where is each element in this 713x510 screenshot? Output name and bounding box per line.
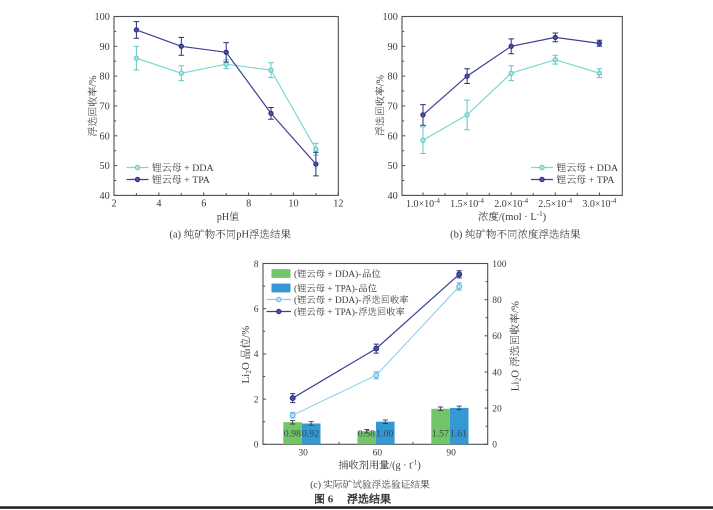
svg-text:-4: -4 xyxy=(522,198,528,205)
svg-text:-4: -4 xyxy=(567,198,573,205)
svg-text:-1: -1 xyxy=(537,210,543,218)
svg-text:2: 2 xyxy=(254,395,259,405)
svg-text:+ TPA: + TPA xyxy=(586,175,615,186)
svg-text:(: ( xyxy=(294,295,297,306)
svg-text:60: 60 xyxy=(388,131,398,142)
svg-text:+ TPA)-: + TPA)- xyxy=(325,283,358,294)
svg-text:100: 100 xyxy=(95,12,110,23)
svg-text:1.0×10: 1.0×10 xyxy=(406,199,434,210)
svg-text:100: 100 xyxy=(383,12,398,23)
svg-text:/(mol · L: /(mol · L xyxy=(499,212,537,223)
svg-text:40: 40 xyxy=(492,368,502,378)
svg-text:0: 0 xyxy=(254,441,259,451)
svg-text:O: O xyxy=(240,360,252,371)
svg-text:-4: -4 xyxy=(434,198,440,205)
svg-text:6: 6 xyxy=(325,494,347,506)
svg-text:40: 40 xyxy=(388,191,398,202)
svg-text:Li: Li xyxy=(240,374,252,384)
svg-text:60: 60 xyxy=(100,131,110,142)
svg-text:6: 6 xyxy=(201,198,206,209)
svg-text:30: 30 xyxy=(298,449,308,459)
svg-text:): ) xyxy=(417,460,420,471)
svg-text:2.0×10: 2.0×10 xyxy=(494,199,522,210)
svg-text:2: 2 xyxy=(112,198,117,209)
svg-text:2: 2 xyxy=(244,370,253,374)
svg-text:40: 40 xyxy=(100,191,110,202)
svg-text:/%: /% xyxy=(88,75,99,86)
svg-text:60: 60 xyxy=(492,332,502,342)
svg-text:pH: pH xyxy=(236,230,249,241)
svg-text:(b): (b) xyxy=(450,230,465,241)
svg-text:0: 0 xyxy=(492,441,497,451)
svg-text:/%: /% xyxy=(240,326,252,338)
svg-text:80: 80 xyxy=(388,72,398,83)
svg-text:): ) xyxy=(543,212,547,223)
svg-text:-4: -4 xyxy=(478,198,484,205)
svg-text:pH: pH xyxy=(217,212,229,223)
svg-text:50: 50 xyxy=(388,161,398,172)
svg-text:-4: -4 xyxy=(611,198,617,205)
svg-text:1.61: 1.61 xyxy=(450,429,467,440)
svg-text:50: 50 xyxy=(100,161,110,172)
svg-text:80: 80 xyxy=(492,296,502,306)
svg-text:0.92: 0.92 xyxy=(302,429,319,440)
svg-text:6: 6 xyxy=(254,305,259,315)
svg-text:70: 70 xyxy=(100,102,110,113)
svg-text:+ TPA: + TPA xyxy=(182,175,211,186)
svg-text:8: 8 xyxy=(254,260,259,270)
svg-text:60: 60 xyxy=(373,449,383,459)
svg-text:+ TPA)-: + TPA)- xyxy=(325,307,358,318)
svg-text:70: 70 xyxy=(388,102,398,113)
svg-text:/%: /% xyxy=(375,75,386,86)
svg-text:100: 100 xyxy=(492,260,507,270)
svg-text:/%: /% xyxy=(509,301,521,313)
svg-text:+ DDA)-: + DDA)- xyxy=(325,269,361,280)
svg-text:80: 80 xyxy=(100,72,110,83)
svg-text:(: ( xyxy=(294,269,297,280)
svg-text:4: 4 xyxy=(254,350,259,360)
svg-text:2.5×10: 2.5×10 xyxy=(538,199,566,210)
svg-text:90: 90 xyxy=(446,449,456,459)
svg-text:O: O xyxy=(509,367,521,378)
svg-text:+ DDA)-: + DDA)- xyxy=(325,295,361,306)
svg-text:1.57: 1.57 xyxy=(432,429,449,440)
svg-text:10: 10 xyxy=(288,198,298,209)
svg-text:1.5×10: 1.5×10 xyxy=(450,199,478,210)
svg-text:0.98: 0.98 xyxy=(284,429,301,440)
svg-text:(: ( xyxy=(294,283,297,294)
svg-text:90: 90 xyxy=(100,42,110,53)
svg-text:12: 12 xyxy=(333,198,343,209)
svg-text:(c): (c) xyxy=(310,480,323,491)
svg-text:(: ( xyxy=(294,307,297,318)
svg-text:90: 90 xyxy=(388,42,398,53)
svg-text:-1: -1 xyxy=(412,459,418,466)
svg-text:4: 4 xyxy=(156,198,161,209)
svg-text:(a): (a) xyxy=(169,230,183,241)
svg-text:3.0×10: 3.0×10 xyxy=(582,199,610,210)
svg-text:2: 2 xyxy=(513,377,522,381)
svg-text:+ DDA: + DDA xyxy=(586,163,619,174)
svg-text:Li: Li xyxy=(509,382,521,392)
svg-text:+ DDA: + DDA xyxy=(182,163,215,174)
svg-text:/(g · t: /(g · t xyxy=(389,460,412,471)
svg-text:8: 8 xyxy=(246,198,251,209)
svg-text:0.58: 0.58 xyxy=(358,429,375,440)
svg-text:20: 20 xyxy=(492,404,502,414)
svg-text:1.00: 1.00 xyxy=(376,429,393,440)
